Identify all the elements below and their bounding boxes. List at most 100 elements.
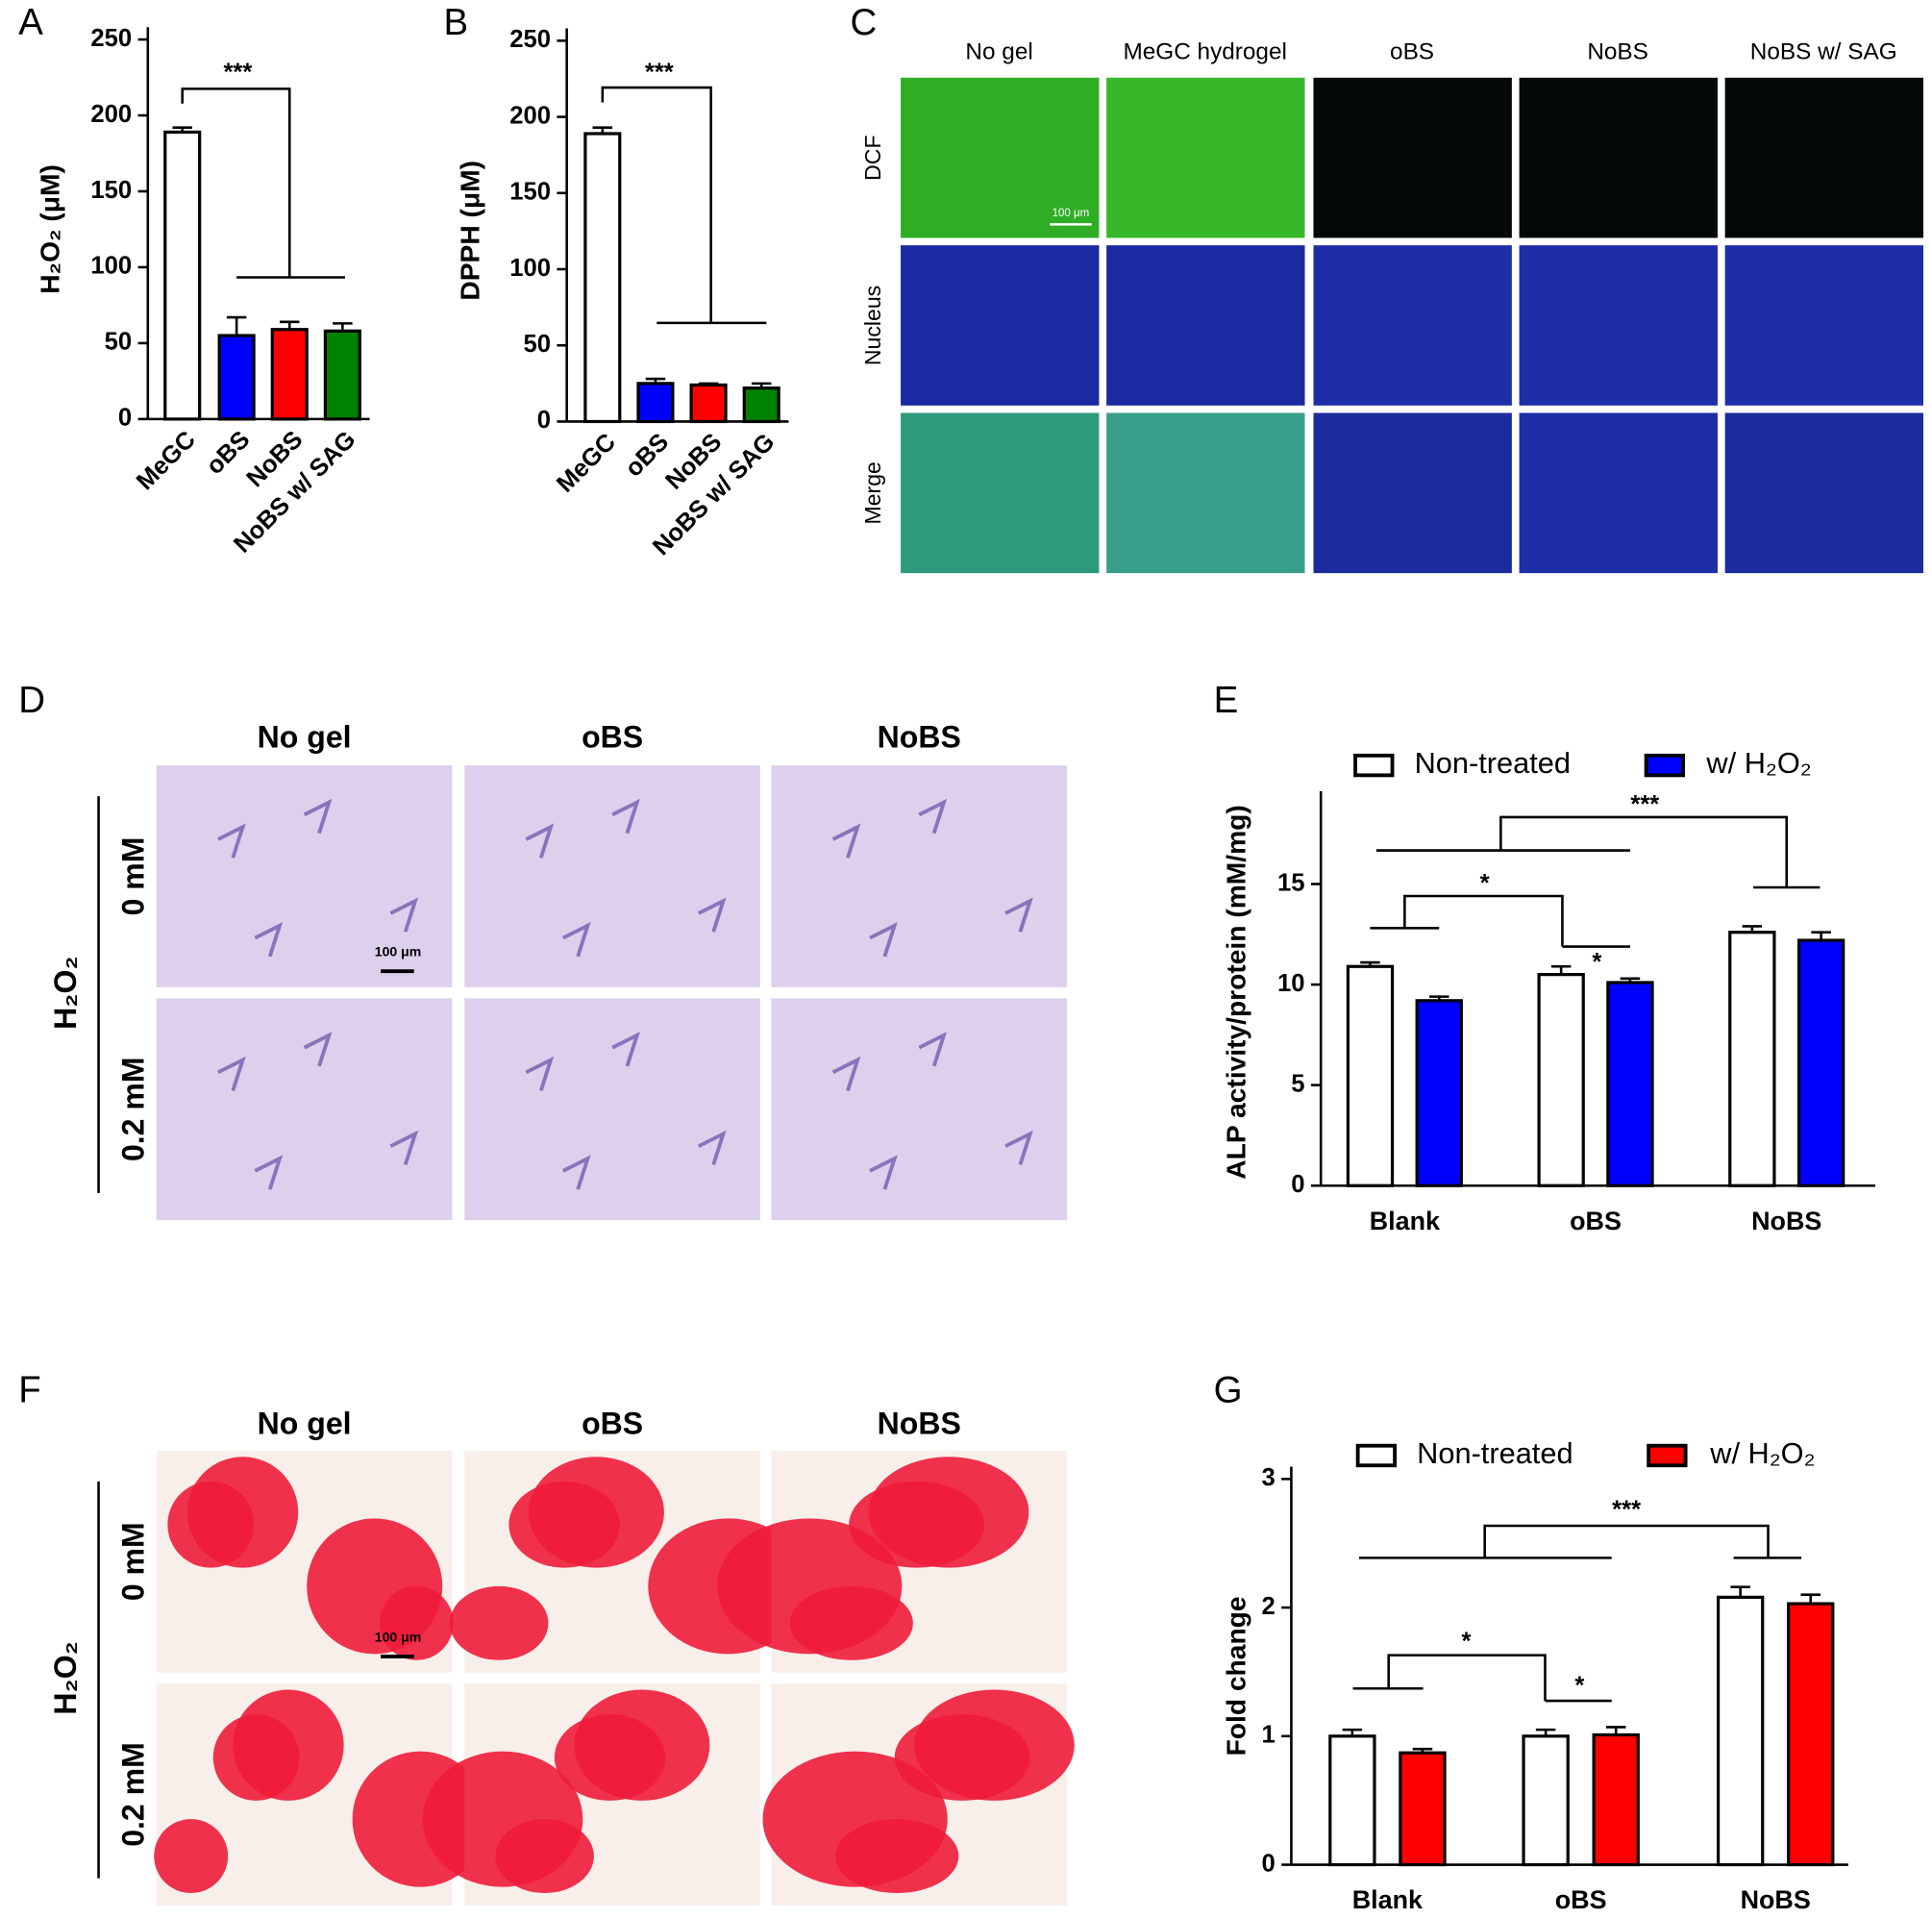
bar bbox=[583, 132, 622, 424]
column-label: oBS bbox=[582, 720, 643, 755]
panel-letter: B bbox=[443, 2, 468, 43]
bar bbox=[1787, 1602, 1835, 1867]
y-tick-label: 0 bbox=[118, 405, 132, 432]
bracket bbox=[601, 86, 712, 323]
error-bar bbox=[1550, 964, 1572, 975]
stain bbox=[789, 1585, 913, 1660]
error-bar bbox=[1742, 925, 1763, 933]
row-label: 0 mM bbox=[115, 1522, 150, 1601]
row-label: 0.2 mM bbox=[115, 1742, 150, 1847]
stain bbox=[303, 798, 333, 835]
error-bar bbox=[645, 377, 666, 384]
bar bbox=[689, 383, 728, 424]
stain bbox=[525, 823, 555, 859]
y-tick-label: 2 bbox=[1261, 1593, 1275, 1620]
error-bar bbox=[226, 315, 247, 336]
bar bbox=[1346, 964, 1395, 1187]
micrograph bbox=[1313, 412, 1512, 574]
micrograph bbox=[771, 998, 1068, 1221]
legend-swatch bbox=[1644, 753, 1685, 778]
annotation: * bbox=[1461, 1629, 1471, 1656]
bracket bbox=[1387, 1654, 1547, 1702]
y-tick-label: 100 bbox=[90, 253, 132, 280]
error-bar bbox=[1535, 1728, 1556, 1736]
y-tick-label: 200 bbox=[90, 101, 132, 128]
micrograph bbox=[464, 765, 760, 987]
bar bbox=[1606, 981, 1654, 1187]
x-tick-label: oBS bbox=[1570, 1207, 1622, 1235]
bar bbox=[1537, 973, 1585, 1187]
micrograph bbox=[1313, 77, 1512, 238]
stain bbox=[869, 921, 898, 958]
stain bbox=[831, 1056, 861, 1092]
micrograph bbox=[1724, 77, 1924, 238]
stain bbox=[389, 1130, 419, 1166]
column-label: oBS bbox=[1390, 39, 1434, 65]
error-bar bbox=[1360, 960, 1380, 967]
micrograph bbox=[156, 765, 453, 987]
stain bbox=[918, 798, 948, 835]
panel-letter: D bbox=[18, 680, 45, 721]
bar bbox=[270, 328, 309, 421]
y-tick-label: 150 bbox=[90, 177, 132, 204]
scale-bar-label: 100 μm bbox=[1053, 208, 1090, 219]
stain bbox=[554, 1714, 666, 1801]
legend-label: w/ H₂O₂ bbox=[1709, 1436, 1815, 1470]
annotation: *** bbox=[1630, 791, 1659, 818]
panel-letter: G bbox=[1214, 1370, 1243, 1411]
x-tick-label: NoBS bbox=[1741, 1885, 1811, 1914]
y-tick-label: 0 bbox=[537, 407, 551, 434]
y-tick-label: 150 bbox=[509, 179, 551, 206]
legend-label: Non-treated bbox=[1417, 1436, 1573, 1470]
micrograph bbox=[1106, 412, 1305, 574]
y-axis-label: Fold change bbox=[1221, 1596, 1251, 1756]
x-tick-label: MeGC bbox=[132, 426, 201, 495]
y-tick-label: 100 bbox=[509, 255, 551, 282]
error-bar bbox=[1811, 931, 1831, 941]
bracket bbox=[1483, 1524, 1770, 1558]
micrograph bbox=[1519, 77, 1718, 238]
stain bbox=[217, 823, 246, 859]
row-label: DCF bbox=[860, 135, 885, 180]
stain bbox=[1004, 897, 1033, 933]
y-axis-label: DPPH (μM) bbox=[454, 161, 484, 301]
panel-letter: F bbox=[18, 1370, 40, 1411]
column-label: No gel bbox=[965, 39, 1032, 65]
bar bbox=[1796, 938, 1845, 1187]
x-tick-label: oBS bbox=[1555, 1885, 1607, 1914]
bar bbox=[1399, 1751, 1447, 1867]
panel-letter: C bbox=[851, 2, 878, 43]
micrograph bbox=[156, 998, 453, 1221]
error-bar bbox=[1428, 995, 1449, 1001]
bar bbox=[217, 334, 256, 421]
legend-label: Non-treated bbox=[1415, 746, 1571, 780]
stain bbox=[869, 1155, 898, 1190]
error-bar bbox=[1412, 1747, 1433, 1754]
y-tick-label: 3 bbox=[1261, 1464, 1275, 1491]
stain bbox=[1004, 1130, 1033, 1166]
row-label: Merge bbox=[860, 461, 885, 524]
row-label: 0.2 mM bbox=[115, 1057, 150, 1161]
row-title: H₂O₂ bbox=[48, 1641, 83, 1715]
micrograph bbox=[1106, 245, 1305, 406]
annotation: * bbox=[1574, 1673, 1584, 1700]
micrograph bbox=[1106, 77, 1305, 238]
scale-bar-label: 100 μm bbox=[375, 1629, 422, 1644]
stain bbox=[611, 798, 640, 835]
significance-brackets bbox=[181, 86, 1821, 1703]
bar bbox=[163, 130, 202, 421]
annotation: * bbox=[1592, 949, 1601, 976]
stain bbox=[212, 1714, 300, 1801]
micrograph bbox=[901, 412, 1100, 574]
y-tick-label: 0 bbox=[1291, 1171, 1304, 1198]
stain bbox=[303, 1032, 333, 1067]
y-tick-label: 15 bbox=[1277, 869, 1305, 896]
stain bbox=[154, 1819, 229, 1894]
y-axis-label: H₂O₂ (μM) bbox=[34, 164, 64, 294]
y-tick-label: 50 bbox=[105, 329, 133, 356]
y-tick-label: 200 bbox=[509, 102, 551, 129]
stain bbox=[495, 1819, 594, 1894]
bar bbox=[1328, 1734, 1376, 1867]
y-tick-label: 250 bbox=[509, 26, 551, 53]
